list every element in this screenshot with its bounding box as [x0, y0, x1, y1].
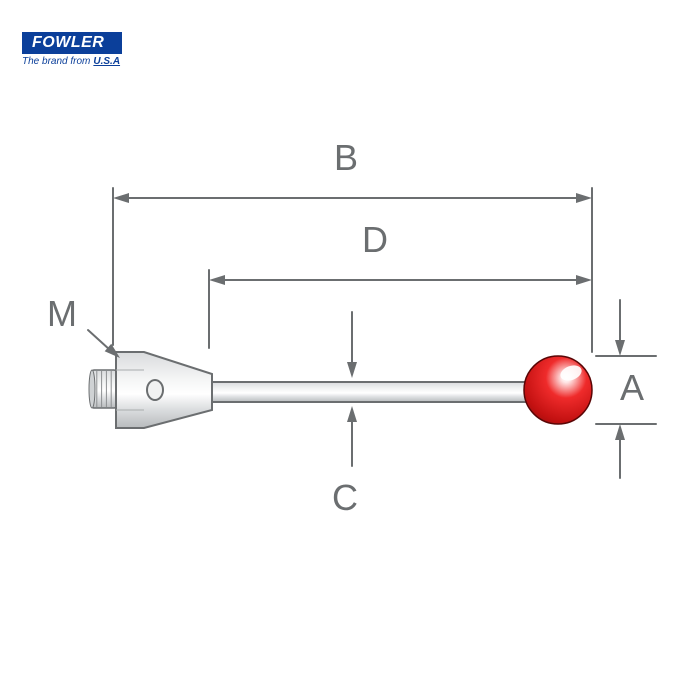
- dimension-label-d: D: [362, 219, 388, 260]
- dimension-label-a: A: [620, 367, 644, 408]
- technical-drawing: B D M C A: [0, 0, 700, 700]
- dimension-label-m: M: [47, 293, 77, 334]
- dimension-label-b: B: [334, 137, 358, 178]
- stylus-illustration: [89, 352, 592, 428]
- dimension-label-c: C: [332, 477, 358, 518]
